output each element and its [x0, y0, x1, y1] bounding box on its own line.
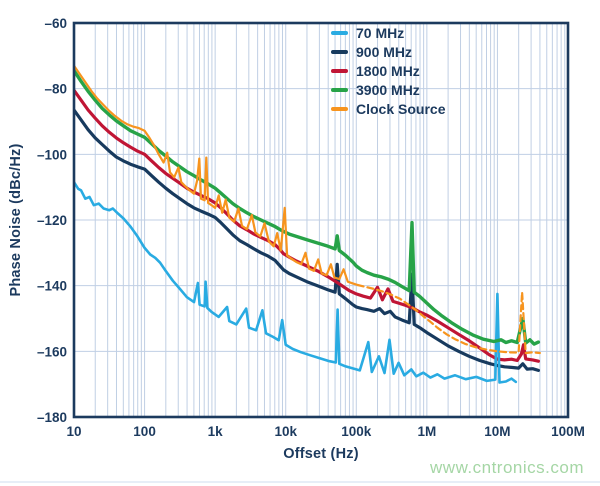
legend-swatch-3900mhz: [331, 87, 348, 92]
x-tick-label: 1M: [417, 424, 436, 439]
y-tick-label: –140: [37, 279, 67, 294]
y-tick-label: –60: [44, 16, 67, 31]
watermark-link[interactable]: www.cntronics.com: [430, 458, 584, 477]
page-bottom-rule: [0, 481, 600, 483]
series-line-70-mhz: [74, 180, 518, 384]
legend-item-1800mhz: 1800 MHz: [331, 61, 445, 80]
legend-swatch-70mhz: [331, 30, 348, 35]
x-tick-label: 100k: [341, 424, 372, 439]
legend-swatch-1800mhz: [331, 68, 348, 73]
legend-label-1800mhz: 1800 MHz: [356, 62, 420, 79]
legend-label-70mhz: 70 MHz: [356, 24, 405, 41]
series-line-900-mhz: [74, 108, 541, 372]
legend-swatch-clock-source: [331, 106, 348, 111]
legend-item-3900mhz: 3900 MHz: [331, 80, 445, 99]
x-tick-label: 100: [133, 424, 156, 439]
series-line-clock-source: [74, 64, 359, 287]
x-tick-label: 10M: [484, 424, 510, 439]
x-tick-label: 1k: [208, 424, 224, 439]
x-tick-label: 10: [66, 424, 81, 439]
legend-item-70mhz: 70 MHz: [331, 23, 445, 42]
y-tick-label: –180: [37, 410, 67, 425]
x-axis-title: Offset (Hz): [283, 446, 359, 462]
legend-label-3900mhz: 3900 MHz: [356, 81, 420, 98]
y-tick-label: –100: [37, 147, 67, 162]
plot-frame: [72, 21, 570, 419]
legend: 70 MHz 900 MHz 1800 MHz 3900 MHz Clock S…: [331, 23, 445, 118]
legend-label-clock-source: Clock Source: [356, 100, 446, 117]
legend-item-clock-source: Clock Source: [331, 99, 445, 118]
x-tick-label: 100M: [551, 424, 585, 439]
series-line-clock-source: [356, 283, 541, 355]
legend-item-900mhz: 900 MHz: [331, 42, 445, 61]
y-tick-label: –160: [37, 344, 67, 359]
series-line-3900-mhz: [74, 68, 541, 346]
legend-swatch-900mhz: [331, 49, 348, 54]
y-axis-title: Phase Noise (dBc/Hz): [8, 143, 24, 297]
y-tick-label: –80: [44, 82, 67, 97]
y-tick-label: –120: [37, 213, 67, 228]
legend-label-900mhz: 900 MHz: [356, 43, 413, 60]
x-tick-label: 10k: [274, 424, 297, 439]
